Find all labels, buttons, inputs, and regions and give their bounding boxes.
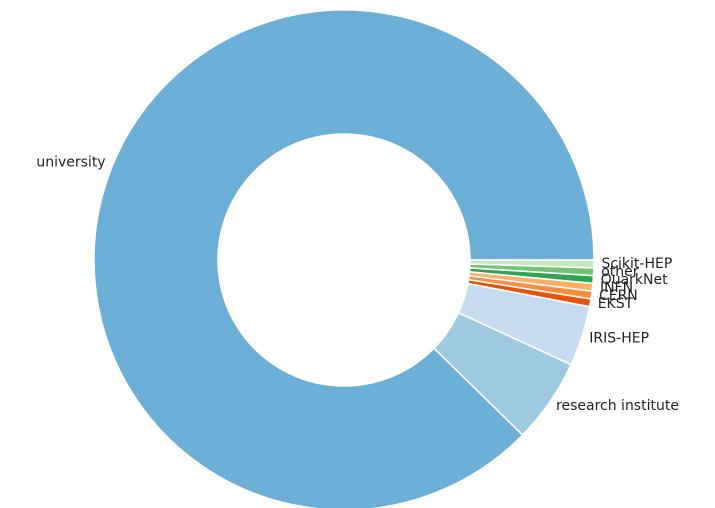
slice-scikit-hep xyxy=(469,259,595,269)
slice-label-scikit-hep: Scikit-HEP xyxy=(601,256,672,272)
slice-label-research-institute: research institute xyxy=(556,398,679,414)
donut-slices xyxy=(93,9,595,508)
slice-label-other: other xyxy=(601,264,639,280)
slice-label-iris-hep: IRIS-HEP xyxy=(589,330,649,346)
slice-label-quarknet: QuarkNet xyxy=(601,272,668,288)
slice-label-ekst: EKST xyxy=(598,296,634,312)
slice-university xyxy=(93,9,595,508)
slice-label-cern: CERN xyxy=(599,288,638,304)
slice-label-infn: INFN xyxy=(600,280,633,296)
slice-labels: university research institute IRIS-HEP EKST… xyxy=(36,155,679,414)
slice-label-university: university xyxy=(36,155,105,171)
